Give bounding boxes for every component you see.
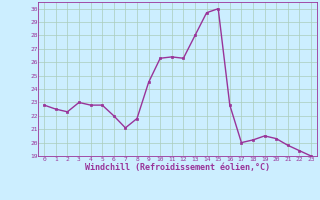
X-axis label: Windchill (Refroidissement éolien,°C): Windchill (Refroidissement éolien,°C) (85, 163, 270, 172)
